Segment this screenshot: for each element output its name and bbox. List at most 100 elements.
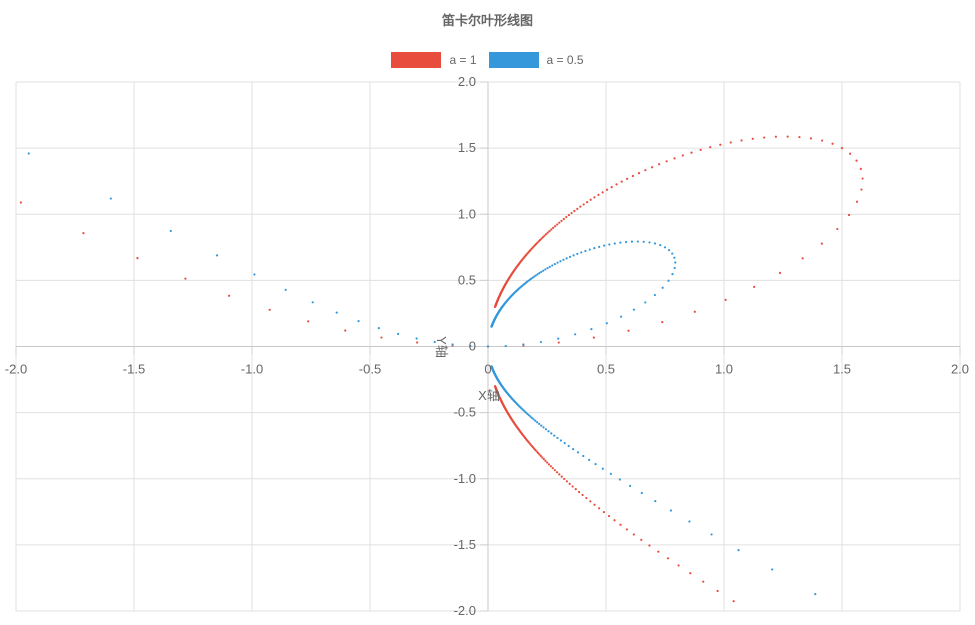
- data-point: [526, 412, 529, 416]
- data-point: [661, 286, 664, 289]
- data-point: [674, 261, 677, 264]
- data-point: [648, 241, 651, 244]
- data-point: [801, 257, 804, 260]
- data-point: [588, 458, 591, 461]
- legend-item-a05[interactable]: a = 0.5: [488, 52, 584, 68]
- data-point: [709, 146, 712, 149]
- data-point: [580, 251, 583, 254]
- data-point: [774, 135, 777, 138]
- y-tick-label: -0.5: [454, 405, 476, 420]
- data-point: [534, 448, 537, 452]
- data-point: [602, 510, 605, 514]
- data-point: [534, 419, 537, 422]
- data-point: [716, 589, 719, 593]
- y-tick-label: -1.0: [454, 471, 476, 486]
- data-point: [820, 242, 823, 245]
- data-point: [601, 191, 604, 194]
- data-point: [637, 171, 641, 175]
- data-point: [253, 273, 256, 276]
- data-point: [831, 142, 834, 145]
- data-point: [619, 315, 623, 318]
- data-point: [585, 496, 588, 500]
- y-tick-label: -2.0: [454, 603, 476, 618]
- data-point: [667, 249, 671, 252]
- data-point: [710, 533, 713, 536]
- data-point: [538, 272, 541, 275]
- data-point: [228, 294, 231, 297]
- data-point: [542, 458, 545, 461]
- data-point: [553, 262, 556, 266]
- data-point: [581, 493, 584, 497]
- x-tick-label: -1.0: [241, 362, 263, 377]
- data-point: [268, 308, 271, 311]
- data-point: [689, 572, 692, 575]
- data-point: [560, 475, 563, 478]
- data-point: [536, 273, 539, 276]
- data-point: [597, 507, 601, 510]
- data-point: [771, 568, 774, 571]
- data-point: [27, 152, 30, 155]
- data-point: [625, 240, 628, 244]
- data-point: [582, 203, 585, 206]
- data-point: [536, 421, 539, 424]
- data-point: [631, 174, 635, 178]
- data-point: [625, 528, 629, 531]
- y-tick-label: -1.5: [454, 537, 476, 552]
- data-point: [644, 169, 647, 172]
- data-point: [576, 252, 579, 255]
- data-point: [630, 240, 634, 243]
- data-point: [659, 244, 662, 247]
- data-point: [572, 447, 575, 451]
- data-point: [642, 240, 645, 243]
- data-point: [553, 434, 556, 437]
- data-point: [579, 205, 582, 208]
- data-point: [618, 478, 621, 481]
- data-point: [615, 183, 618, 186]
- data-point: [380, 336, 383, 339]
- data-point: [632, 308, 636, 311]
- y-tick-label: 1.5: [458, 140, 476, 155]
- data-point: [558, 473, 561, 476]
- data-point: [548, 265, 551, 268]
- data-point: [539, 340, 543, 344]
- data-point: [490, 325, 493, 328]
- data-point: [534, 274, 537, 277]
- data-point: [550, 228, 553, 231]
- data-point: [671, 252, 674, 255]
- data-point: [571, 485, 574, 488]
- data-point: [556, 261, 559, 264]
- data-point: [593, 196, 596, 199]
- data-point: [590, 328, 593, 331]
- data-point: [673, 266, 676, 270]
- data-point: [663, 246, 667, 249]
- legend-label-a1: a = 1: [449, 53, 477, 67]
- data-point: [543, 234, 546, 237]
- data-point: [533, 275, 536, 278]
- data-point: [560, 219, 563, 222]
- data-point: [619, 241, 622, 244]
- x-tick-label: 2.0: [951, 362, 969, 377]
- data-point: [416, 341, 419, 344]
- data-point: [529, 415, 532, 418]
- data-point: [335, 311, 338, 314]
- data-point: [702, 580, 705, 583]
- data-point: [552, 226, 555, 229]
- data-point: [594, 462, 597, 466]
- data-point: [605, 188, 609, 191]
- data-point: [169, 229, 172, 233]
- data-point: [607, 514, 611, 518]
- data-point: [184, 277, 187, 280]
- data-point: [215, 254, 219, 257]
- data-point: [547, 430, 550, 433]
- data-point: [82, 232, 85, 235]
- data-point: [688, 520, 691, 523]
- data-point: [657, 550, 660, 553]
- data-point: [751, 137, 754, 140]
- data-point: [357, 320, 360, 323]
- y-tick-label: 0: [469, 339, 476, 354]
- x-tick-label: 1.5: [833, 362, 851, 377]
- data-point: [562, 217, 565, 221]
- data-point: [613, 242, 616, 245]
- y-tick-label: 0.5: [458, 272, 476, 287]
- legend-item-a1[interactable]: a = 1: [391, 52, 477, 68]
